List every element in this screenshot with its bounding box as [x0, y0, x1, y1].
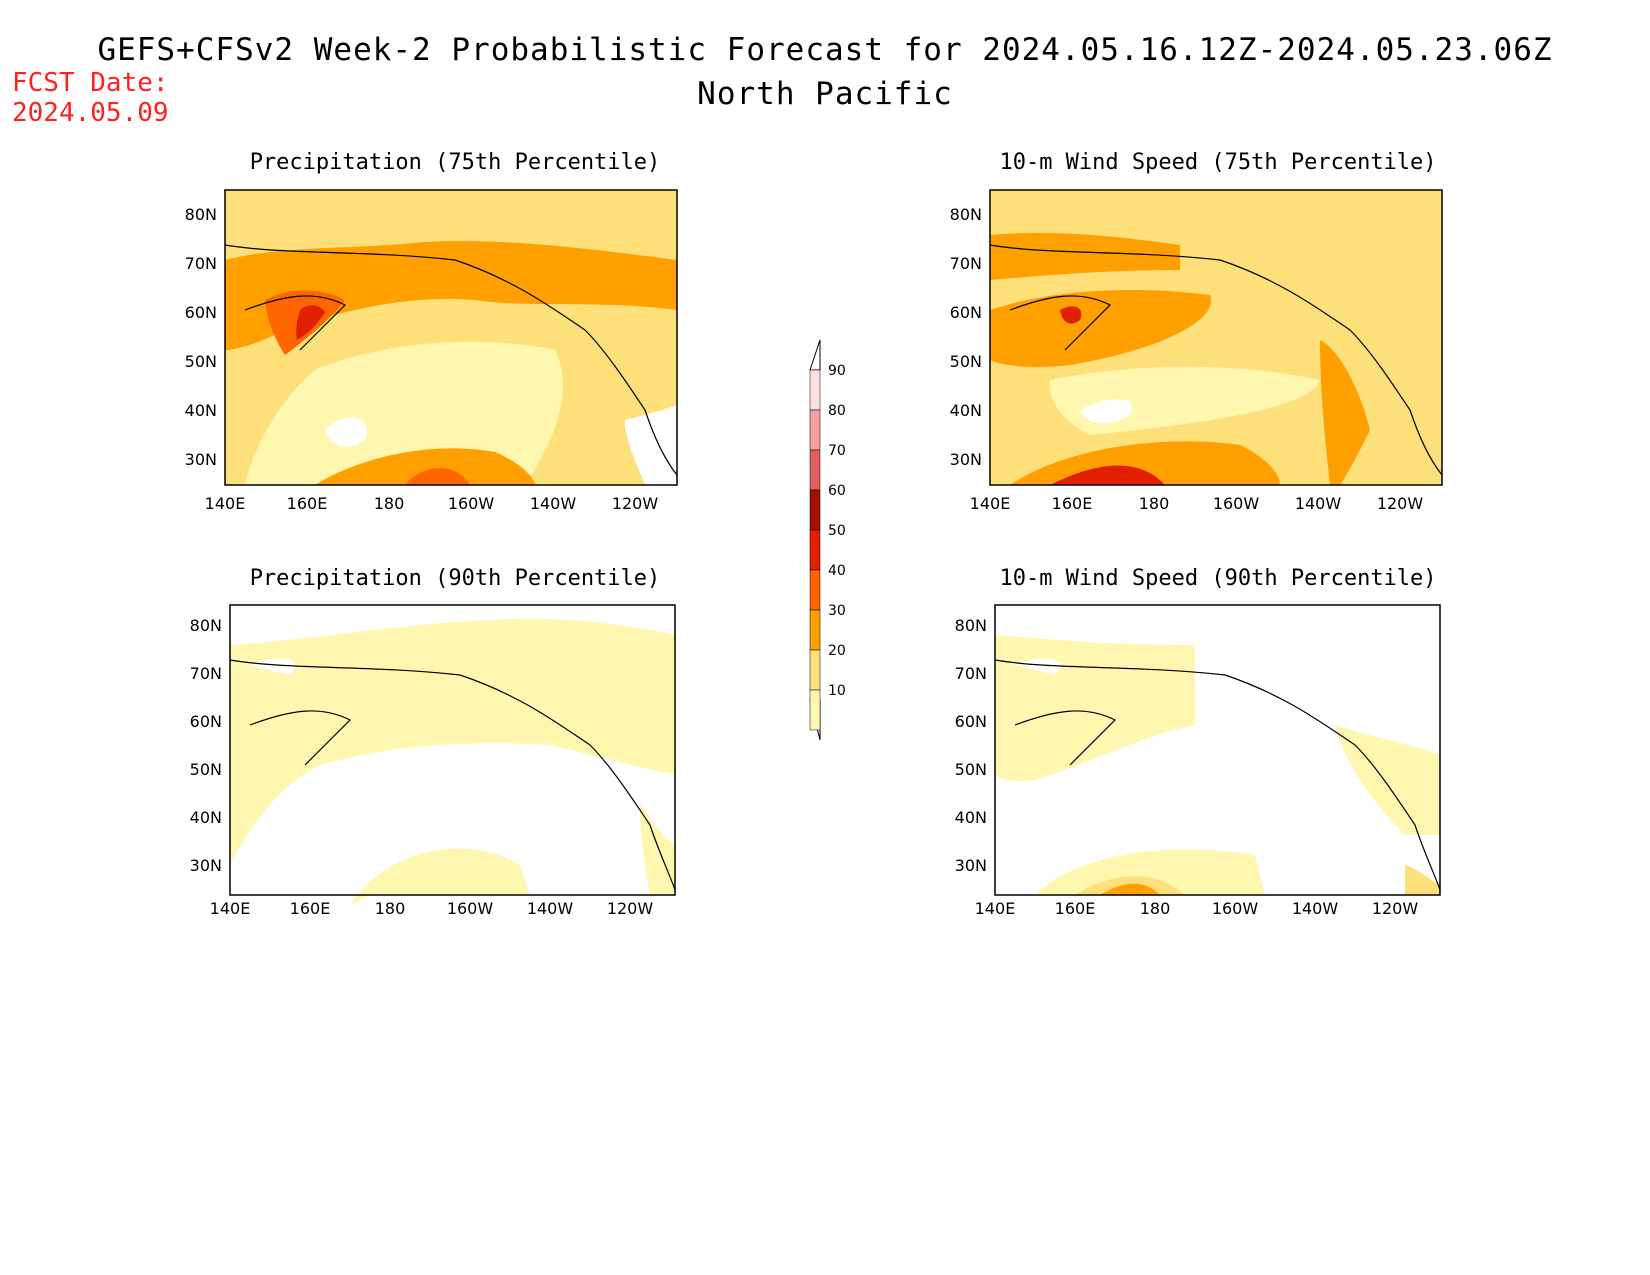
- lat-label: 50N: [950, 352, 982, 371]
- lon-label: 140W: [530, 494, 577, 513]
- lat-label: 30N: [190, 856, 222, 875]
- forecast-date-value: 2024.05.09: [12, 98, 169, 128]
- lon-label: 180: [374, 494, 405, 513]
- lat-label: 40N: [185, 401, 217, 420]
- colorbar: 90 80 70 60 50 40 30 20 10: [809, 339, 846, 741]
- lat-label: 30N: [955, 856, 987, 875]
- lat-labels: 80N 70N 60N 50N 40N 30N: [955, 616, 987, 875]
- lon-label: 120W: [607, 899, 654, 915]
- lon-labels: 140E 160E 180 160W 140W 120W: [210, 899, 654, 915]
- lon-labels: 140E 160E 180 160W 140W 120W: [975, 899, 1419, 915]
- lat-label: 70N: [185, 254, 217, 273]
- lon-label: 160W: [1212, 899, 1259, 915]
- lon-label: 160E: [1055, 899, 1096, 915]
- colorbar-swatch: [809, 369, 821, 411]
- lat-labels: 80N 70N 60N 50N 40N 30N: [190, 616, 222, 875]
- map-wind90: 80N 70N 60N 50N 40N 30N 140E 160E 180 16…: [955, 604, 1441, 915]
- lat-label: 70N: [190, 664, 222, 683]
- lat-label: 30N: [950, 450, 982, 469]
- colorbar-swatch: [809, 489, 821, 531]
- forecast-date-block: FCST Date: 2024.05.09: [12, 68, 169, 128]
- lon-label: 140E: [205, 494, 246, 513]
- colorbar-label: 20: [828, 643, 846, 659]
- panel-title-wind90: 10-m Wind Speed (90th Percentile): [999, 566, 1437, 591]
- colorbar-swatch: [809, 609, 821, 651]
- lon-label: 160E: [1052, 494, 1093, 513]
- lat-label: 40N: [955, 808, 987, 827]
- lon-label: 140W: [1295, 494, 1342, 513]
- lat-label: 40N: [190, 808, 222, 827]
- lon-label: 140E: [970, 494, 1011, 513]
- panel-title-precip75: Precipitation (75th Percentile): [249, 150, 661, 175]
- colorbar-label: 80: [828, 403, 846, 419]
- lon-label: 160E: [290, 899, 331, 915]
- lat-label: 70N: [950, 254, 982, 273]
- page-title: GEFS+CFSv2 Week-2 Probabilistic Forecast…: [97, 32, 1553, 68]
- lon-label: 160W: [448, 494, 495, 513]
- lat-label: 80N: [185, 205, 217, 224]
- colorbar-swatch: [809, 649, 821, 691]
- colorbar-swatch: [809, 569, 821, 611]
- colorbar-swatch: [809, 529, 821, 571]
- lat-label: 60N: [955, 712, 987, 731]
- lat-label: 80N: [190, 616, 222, 635]
- colorbar-label: 90: [828, 363, 846, 379]
- lon-label: 140W: [1292, 899, 1339, 915]
- lat-label: 60N: [190, 712, 222, 731]
- lon-labels: 140E 160E 180 160W 140W 120W: [970, 494, 1424, 513]
- colorbar-label: 50: [828, 523, 846, 539]
- lon-label: 160E: [287, 494, 328, 513]
- lon-label: 180: [1140, 899, 1171, 915]
- lon-label: 180: [1139, 494, 1170, 513]
- panel-title-precip90: Precipitation (90th Percentile): [249, 566, 661, 591]
- colorbar-label: 40: [828, 563, 846, 579]
- lat-label: 60N: [950, 303, 982, 322]
- lat-label: 30N: [185, 450, 217, 469]
- region-subtitle: North Pacific: [697, 76, 953, 112]
- lat-label: 70N: [955, 664, 987, 683]
- colorbar-label: 10: [828, 683, 846, 699]
- lat-label: 80N: [955, 616, 987, 635]
- lon-labels: 140E 160E 180 160W 140W 120W: [205, 494, 659, 513]
- lon-label: 180: [375, 899, 406, 915]
- lat-labels: 80N 70N 60N 50N 40N 30N: [950, 205, 982, 469]
- lat-labels: 80N 70N 60N 50N 40N 30N: [185, 205, 217, 469]
- colorbar-label: 30: [828, 603, 846, 619]
- lon-label: 140E: [210, 899, 251, 915]
- colorbar-swatches: [809, 369, 821, 731]
- lat-label: 60N: [185, 303, 217, 322]
- lat-label: 50N: [190, 760, 222, 779]
- lat-label: 50N: [185, 352, 217, 371]
- lon-label: 160W: [1213, 494, 1260, 513]
- lon-label: 140W: [527, 899, 574, 915]
- lon-label: 160W: [447, 899, 494, 915]
- colorbar-labels: 90 80 70 60 50 40 30 20 10: [828, 363, 846, 699]
- map-precip75: 80N 70N 60N 50N 40N 30N 140E 160E 180 16…: [185, 189, 678, 513]
- colorbar-label: 60: [828, 483, 846, 499]
- map-precip90: 80N 70N 60N 50N 40N 30N 140E 160E 180 16…: [190, 604, 676, 915]
- lon-label: 120W: [1372, 899, 1419, 915]
- colorbar-swatch: [809, 409, 821, 451]
- colorbar-label: 70: [828, 443, 846, 459]
- lat-label: 80N: [950, 205, 982, 224]
- lat-label: 40N: [950, 401, 982, 420]
- colorbar-swatch: [809, 689, 821, 731]
- lon-label: 120W: [1377, 494, 1424, 513]
- lon-label: 120W: [612, 494, 659, 513]
- panel-title-wind75: 10-m Wind Speed (75th Percentile): [999, 150, 1437, 175]
- lon-label: 140E: [975, 899, 1016, 915]
- colorbar-swatch: [809, 449, 821, 491]
- lat-label: 50N: [955, 760, 987, 779]
- forecast-date-label: FCST Date:: [12, 68, 169, 98]
- map-wind75: 80N 70N 60N 50N 40N 30N 140E 160E 180 16…: [950, 189, 1443, 513]
